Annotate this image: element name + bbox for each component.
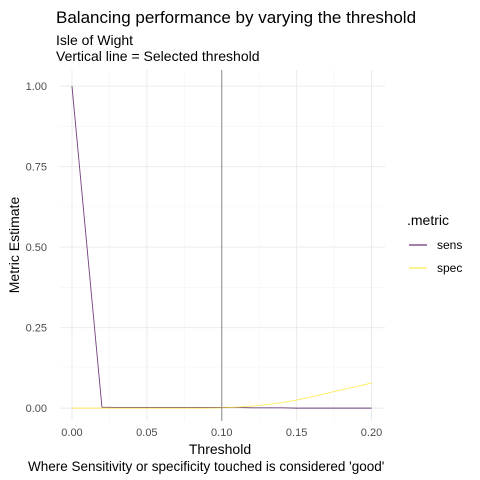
axis-ticks: 0.00 0.05 0.10 0.15 0.20 0.00 0.25 0.50 0.75 1.00 [26,81,383,439]
chart-subtitle-line-1: Isle of Wight [56,32,133,48]
x-tick-label: 0.10 [211,427,232,439]
y-tick-label: 0.00 [26,403,47,415]
legend-title: .metric [407,212,449,228]
series-line-spec [71,382,372,409]
y-tick-label: 1.00 [26,81,47,93]
x-tick-label: 0.15 [286,427,307,439]
x-axis-title: Threshold [189,441,251,457]
x-tick-label: 0.20 [361,427,382,439]
plot-grid [60,70,385,421]
chart-caption: Where Sensitivity or specificity touched… [28,459,384,474]
x-tick-label: 0.00 [61,427,82,439]
legend: .metric sens spec [407,212,462,275]
chart-title: Balancing performance by varying the thr… [56,8,416,27]
y-axis-title: Metric Estimate [6,197,22,294]
legend-label-sens: sens [437,238,462,252]
chart-subtitle-line-2: Vertical line = Selected threshold [56,48,260,64]
legend-label-spec: spec [437,261,462,275]
y-tick-label: 0.25 [26,323,47,335]
plot-series [71,70,372,421]
y-tick-label: 0.50 [26,242,47,254]
y-tick-label: 0.75 [26,162,47,174]
x-tick-label: 0.05 [136,427,157,439]
